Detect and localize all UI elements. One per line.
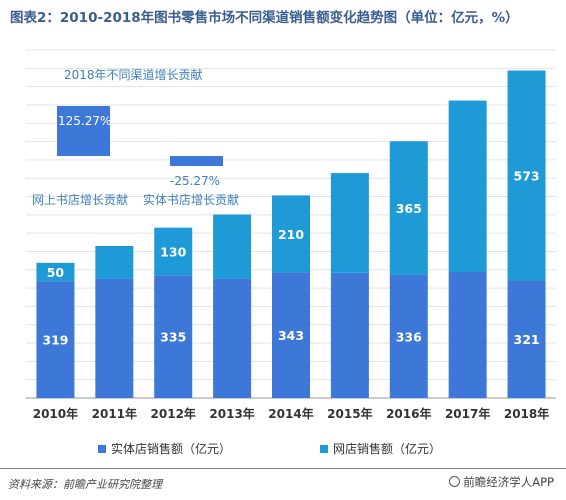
bar-online-7 (448, 100, 487, 272)
data-label-physical-2: 335 (160, 330, 186, 345)
legend-item-physical: 实体店销售额（亿元） (98, 440, 231, 457)
bar-physical-4 (272, 272, 310, 398)
legend-label-physical: 实体店销售额（亿元） (111, 442, 232, 456)
bar-physical-5 (330, 272, 369, 398)
bar-online-2 (154, 227, 193, 276)
x-tick-label-4: 2014年 (268, 406, 313, 421)
bar-online-6 (389, 141, 428, 275)
x-tick-label-8: 2018年 (504, 406, 549, 421)
bars: 319 50 335 130 343 210 336 365 321 573 (36, 70, 546, 398)
brand-credit: 前瞻经济学人APP (449, 474, 554, 490)
data-label-online-0: 50 (47, 265, 65, 280)
annotation-online-bar: 125.27% (57, 106, 112, 156)
annotation-physical-value: -25.27% (170, 174, 221, 188)
data-label-online-2: 130 (160, 244, 186, 259)
source-note: 资料来源：前瞻产业研究院整理 (8, 478, 162, 491)
bar-online-4 (272, 195, 310, 273)
data-label-physical-4: 343 (278, 328, 304, 343)
bar-online-1 (95, 245, 134, 279)
data-label-physical-0: 319 (42, 333, 68, 348)
bar-online-3 (213, 214, 252, 279)
annotation-online-value: 125.27% (58, 114, 112, 128)
x-tick-label-6: 2016年 (386, 406, 431, 421)
bar-physical-8 (507, 280, 546, 398)
bar-physical-7 (448, 271, 487, 398)
bar-online-0 (36, 262, 75, 282)
data-label-online-6: 365 (396, 201, 422, 216)
data-label-physical-8: 321 (514, 332, 540, 347)
chart-title: 图表2：2010-2018年图书零售市场不同渠道销售额变化趋势图（单位：亿元，%… (10, 10, 519, 26)
footer-divider (0, 468, 566, 469)
bar-online-5 (330, 173, 369, 273)
legend: 实体店销售额（亿元） 网店销售额（亿元） (0, 440, 566, 458)
legend-swatch-physical (98, 444, 106, 453)
bar-physical-2 (154, 275, 193, 398)
x-tick-label-2: 2012年 (151, 406, 196, 421)
data-label-online-4: 210 (278, 227, 304, 242)
annotation-title: 2018年不同渠道增长贡献 (64, 68, 203, 82)
brand-name: 前瞻经济学人APP (463, 475, 554, 489)
bar-physical-6 (389, 274, 428, 398)
bar-physical-0 (36, 281, 75, 398)
annotation-online-label: 网上书店增长贡献 (32, 193, 129, 207)
bar-online-8 (507, 70, 546, 281)
x-tick-label-3: 2013年 (209, 406, 254, 421)
x-tick-label-5: 2015年 (327, 406, 372, 421)
x-tick-label-0: 2010年 (33, 406, 78, 421)
brand-logo-icon (449, 476, 461, 487)
annotation-physical-bar (170, 156, 223, 166)
x-axis-ticks: 2010年 2011年 2012年 2013年 2014年 2015年 2016年 2017年… (33, 406, 550, 421)
data-label-online-8: 573 (514, 168, 540, 183)
annotation-physical-label: 实体书店增长贡献 (143, 193, 240, 207)
bar-physical-1 (95, 278, 134, 398)
legend-swatch-online (320, 444, 328, 453)
bar-physical-3 (213, 278, 252, 398)
legend-item-online: 网店销售额（亿元） (320, 440, 441, 457)
x-tick-label-1: 2011年 (92, 406, 137, 421)
x-tick-label-7: 2017年 (445, 406, 490, 421)
legend-label-online: 网店销售额（亿元） (333, 442, 442, 456)
data-label-physical-6: 336 (396, 329, 422, 344)
